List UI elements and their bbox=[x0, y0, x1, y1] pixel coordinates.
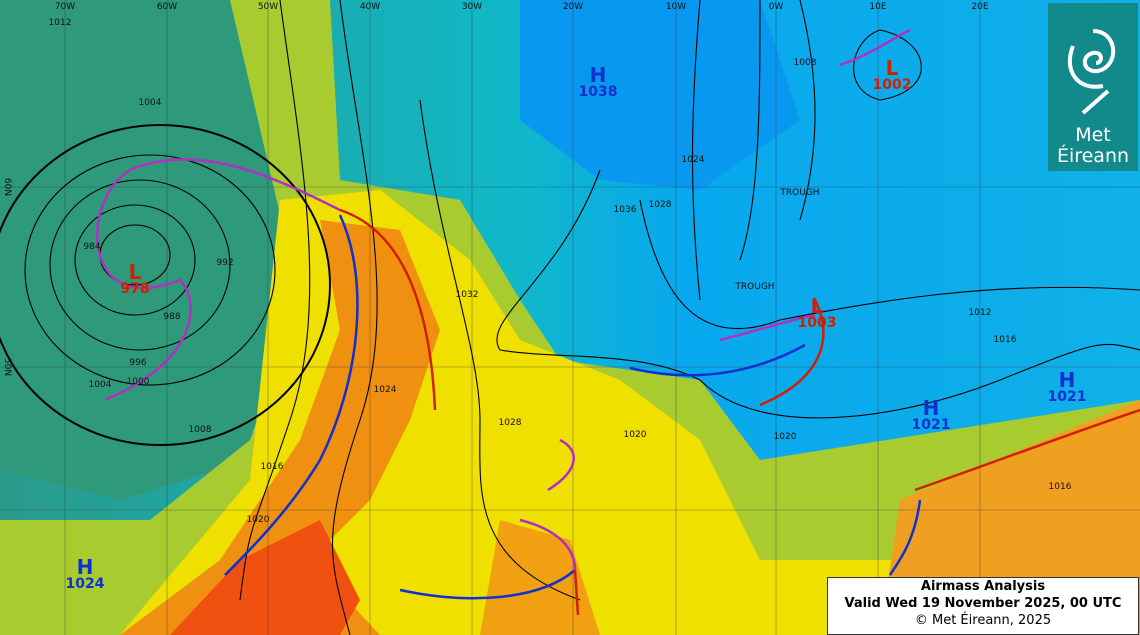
isobar-label: 1036 bbox=[613, 205, 637, 215]
isobar-label: 1028 bbox=[648, 200, 672, 210]
isobar-label: 1028 bbox=[498, 418, 522, 428]
occluded-front-mid bbox=[547, 438, 575, 492]
occluded-front bbox=[95, 158, 341, 402]
isobar-label: 1008 bbox=[793, 58, 817, 68]
high-pressure-centre: H 1021 bbox=[911, 396, 951, 433]
lon-label: 20W bbox=[562, 2, 584, 12]
isobar-label: 996 bbox=[129, 358, 147, 368]
warm-front-med bbox=[914, 408, 1140, 492]
met-eireann-logo: Met Éireann bbox=[1048, 3, 1138, 171]
isobar-label: 1008 bbox=[188, 425, 212, 435]
lat-label: 60N bbox=[2, 177, 13, 197]
low-pressure-centre: L 978 bbox=[120, 260, 150, 297]
legend-valid-time: Valid Wed 19 November 2025, 00 UTC bbox=[844, 596, 1122, 611]
isobar-label: 1016 bbox=[260, 462, 284, 472]
occluded-front-south bbox=[519, 518, 577, 571]
swirl-icon bbox=[1067, 29, 1116, 115]
map-legend: Airmass Analysis Valid Wed 19 November 2… bbox=[827, 577, 1139, 635]
cold-front-east bbox=[629, 343, 806, 377]
orange-airmass-med bbox=[880, 400, 1140, 635]
trough-label: TROUGH bbox=[780, 188, 820, 198]
cold-pool-blue bbox=[520, 0, 800, 190]
lon-label: 10E bbox=[869, 2, 887, 12]
high-pressure-centre: H 1038 bbox=[578, 63, 618, 100]
isobar-label: 1012 bbox=[968, 308, 992, 318]
isobar-label: 1024 bbox=[681, 155, 705, 165]
lon-label: 20E bbox=[971, 2, 989, 12]
warm-front-south bbox=[573, 569, 580, 616]
trough-label: TROUGH bbox=[735, 282, 775, 292]
isobar-label: 1024 bbox=[373, 385, 397, 395]
isobar-label: 1012 bbox=[48, 18, 72, 28]
isobar-label: 1004 bbox=[138, 98, 162, 108]
warm-front bbox=[339, 208, 437, 411]
isobar-label: 1020 bbox=[246, 515, 270, 525]
lon-label: 50W bbox=[257, 2, 279, 12]
cold-front-med bbox=[888, 499, 922, 576]
red-airmass bbox=[170, 520, 360, 635]
lon-label: 30W bbox=[461, 2, 483, 12]
low-pressure-centre: L 1003 bbox=[797, 294, 837, 331]
cold-front-south bbox=[399, 569, 576, 600]
low-pressure-centre: L 1002 bbox=[872, 56, 912, 93]
occluded-front-east bbox=[719, 313, 816, 342]
isobar-label: 992 bbox=[216, 258, 234, 268]
isobar-label: 1020 bbox=[623, 430, 647, 440]
high-pressure-centre: H 1024 bbox=[65, 555, 105, 592]
occluded-front-north bbox=[839, 28, 911, 67]
lon-label: 0W bbox=[768, 2, 784, 12]
legend-copyright: © Met Éireann, 2025 bbox=[914, 613, 1052, 628]
isobar-label: 1004 bbox=[88, 380, 112, 390]
green-airmass-west bbox=[0, 0, 300, 500]
isobar-label: 1016 bbox=[993, 335, 1017, 345]
legend-title: Airmass Analysis bbox=[920, 579, 1046, 594]
isobar-label: 988 bbox=[163, 312, 181, 322]
lon-label: 10W bbox=[665, 2, 687, 12]
orange-airmass bbox=[120, 220, 440, 635]
high-pressure-centre: H 1021 bbox=[1047, 368, 1087, 405]
lat-label: 50N bbox=[2, 357, 13, 377]
isobar-label: 984 bbox=[83, 242, 101, 252]
isobar-label: 1016 bbox=[1048, 482, 1072, 492]
logo-line2: Éireann bbox=[1056, 145, 1130, 167]
warm-front-east bbox=[759, 299, 825, 407]
logo-line1: Met bbox=[1075, 124, 1111, 146]
lon-label: 60W bbox=[156, 2, 178, 12]
fronts bbox=[95, 28, 1140, 616]
isobar-label: 1020 bbox=[773, 432, 797, 442]
cold-front bbox=[224, 214, 359, 576]
isobar-label: 1032 bbox=[455, 290, 479, 300]
lon-label: 70W bbox=[54, 2, 76, 12]
isobar-label: 1000 bbox=[126, 377, 150, 387]
lon-label: 40W bbox=[359, 2, 381, 12]
